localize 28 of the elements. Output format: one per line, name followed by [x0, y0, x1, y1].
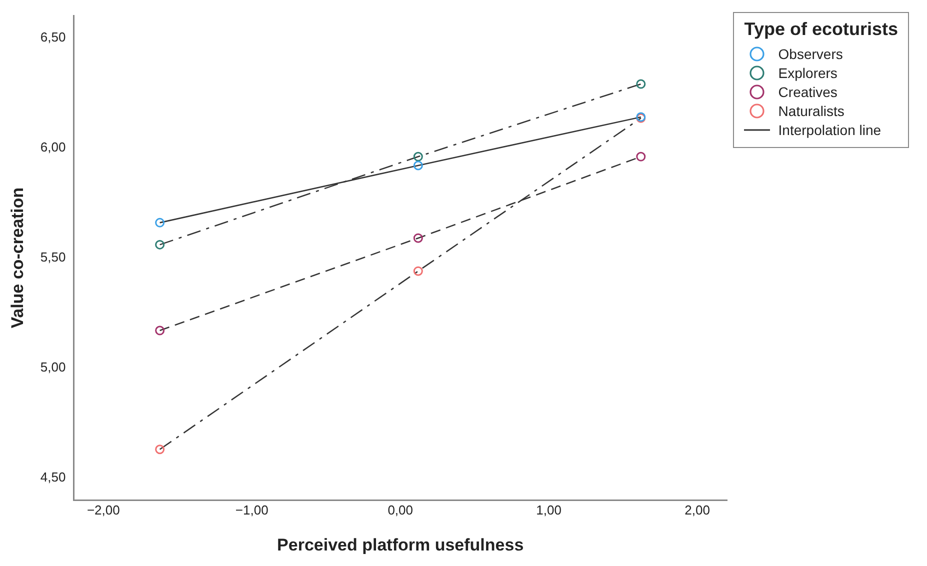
point [413, 233, 423, 243]
text: Interpolation line [778, 122, 882, 138]
x-tick-label: −1,00 [235, 502, 268, 518]
point [413, 152, 423, 162]
point [413, 160, 423, 170]
y-axis-title: Value co-creation [8, 188, 27, 328]
legend-label: Creatives [778, 84, 838, 100]
legend-title: Type of ecoturists [744, 19, 898, 40]
point [155, 444, 165, 454]
x-tick-label: 0,00 [388, 502, 414, 518]
y-tick-label: 4,50 [40, 470, 66, 485]
y-tick-label: 5,00 [40, 360, 66, 375]
legend-label: Observers [778, 46, 843, 62]
x-tick-label: 2,00 [684, 502, 710, 518]
y-tick-label: 6,00 [40, 139, 66, 154]
y-tick-label: 5,50 [40, 249, 66, 264]
legend-label: Naturalists [778, 102, 844, 118]
point [413, 266, 423, 276]
point [636, 152, 646, 162]
point [155, 218, 165, 228]
legend-label: Explorers [778, 64, 838, 80]
x-axis-title: Perceived platform usefulness [277, 535, 524, 554]
point [155, 326, 165, 336]
x-tick-label: −2,00 [86, 502, 120, 518]
y-tick-label: 6,50 [40, 29, 66, 44]
x-tick-label: 1,00 [536, 502, 562, 518]
point [155, 240, 165, 250]
point [636, 79, 646, 89]
